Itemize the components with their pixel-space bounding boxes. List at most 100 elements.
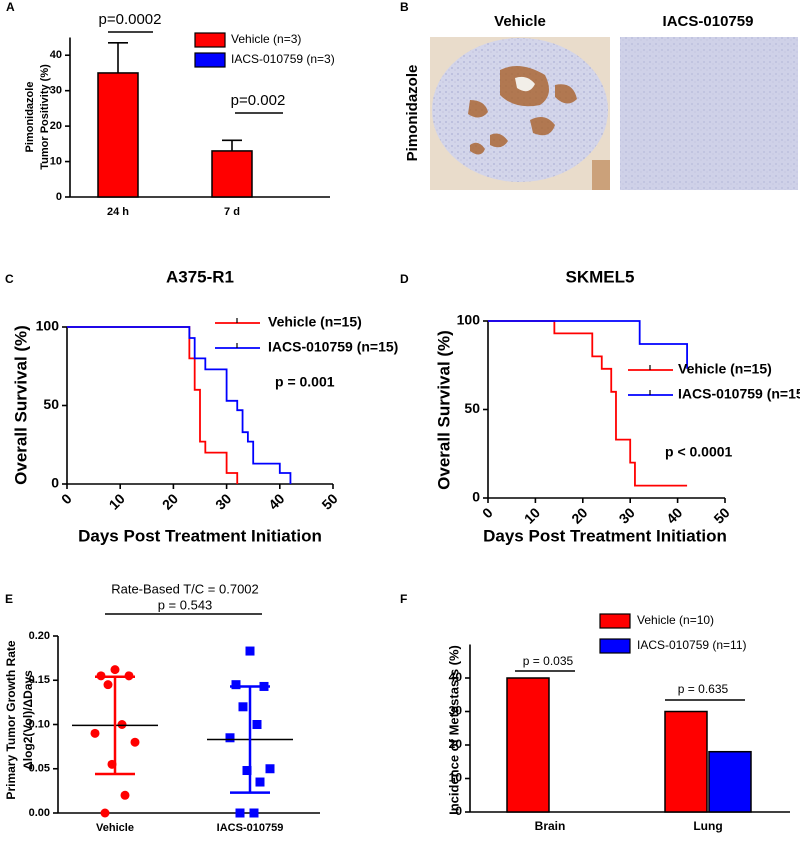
x-tick-label: 20 bbox=[568, 504, 590, 526]
legend-label: IACS-010759 (n=3) bbox=[231, 52, 335, 66]
chart-title: A375-R1 bbox=[166, 267, 234, 286]
survival-line bbox=[67, 326, 292, 484]
data-point bbox=[117, 720, 127, 729]
data-point bbox=[255, 777, 265, 787]
survival-line bbox=[488, 320, 688, 487]
annotation: p = 0.001 bbox=[275, 374, 335, 390]
bar bbox=[506, 677, 550, 813]
legend-label: IACS-010759 (n=11) bbox=[637, 638, 747, 652]
chart-panel: F Incidence of Metastasis (%)0 10 20 30 40 Bra… bbox=[400, 592, 790, 833]
x-tick-label: 24 h bbox=[107, 206, 129, 218]
data-point bbox=[265, 764, 275, 774]
y-tick-label: 0 bbox=[472, 489, 480, 505]
sd-bar bbox=[230, 685, 270, 794]
y-tick-label: 100 bbox=[457, 312, 481, 328]
x-tick-label: 7 d bbox=[224, 206, 240, 218]
micrograph bbox=[430, 37, 610, 190]
legend-swatch bbox=[599, 613, 631, 629]
x-tick-label: Vehicle bbox=[96, 822, 134, 834]
y-tick-label: 20 bbox=[449, 737, 463, 751]
legend-swatch bbox=[194, 32, 226, 48]
chart-panel: C A375-R1 Overall Survival (%) Days Post Tr… bbox=[5, 267, 398, 545]
error-bar bbox=[222, 139, 242, 151]
x-tick-label: 50 bbox=[318, 490, 340, 512]
annotation: p = 0.543 bbox=[158, 597, 213, 612]
panel-label: E bbox=[5, 592, 13, 606]
y-tick-label: 0.20 bbox=[29, 630, 50, 642]
data-point bbox=[252, 720, 262, 729]
bar bbox=[211, 150, 253, 198]
bar bbox=[708, 750, 752, 813]
x-tick-label: 50 bbox=[710, 504, 732, 526]
data-point bbox=[245, 646, 255, 656]
y-tick-label: 0 bbox=[56, 191, 62, 203]
error-bar bbox=[108, 42, 128, 73]
survival-line bbox=[67, 326, 239, 484]
row-label: Pimonidazole bbox=[404, 65, 421, 162]
data-point bbox=[231, 680, 241, 690]
panel-label: B bbox=[400, 0, 409, 14]
data-point bbox=[249, 808, 259, 818]
annotation: Rate-Based T/C = 0.7002 bbox=[111, 581, 259, 596]
annotation: p < 0.0001 bbox=[665, 444, 733, 460]
x-tick-label: 30 bbox=[212, 490, 234, 512]
y-axis-label: Δlog2(Vol)/ΔDays bbox=[21, 670, 35, 770]
x-tick-label: 40 bbox=[663, 504, 685, 526]
y-tick-label: 0 bbox=[455, 804, 462, 818]
y-axis-label: Tumor Positivity (%) bbox=[39, 64, 51, 170]
annotation: p=0.0002 bbox=[99, 11, 162, 28]
legend-label: Vehicle (n=10) bbox=[637, 613, 714, 627]
legend-label: Vehicle (n=15) bbox=[678, 361, 772, 377]
y-tick-label: 50 bbox=[43, 396, 59, 412]
panel-label: C bbox=[5, 272, 14, 286]
annotation: p = 0.635 bbox=[678, 682, 729, 696]
x-tick-label: 10 bbox=[106, 490, 128, 512]
data-point bbox=[100, 808, 110, 818]
panel-label: D bbox=[400, 272, 409, 286]
survival-line bbox=[488, 320, 688, 369]
y-tick-label: 0.05 bbox=[29, 763, 50, 775]
y-tick-label: 30 bbox=[449, 704, 463, 718]
x-tick-label: Brain bbox=[535, 819, 566, 833]
y-tick-label: 0 bbox=[51, 475, 59, 491]
chart-panel: D SKMEL5 Overall Survival (%) Days Post Tre… bbox=[400, 267, 800, 545]
sd-bar bbox=[95, 675, 135, 776]
data-point bbox=[242, 766, 252, 776]
data-point bbox=[120, 790, 130, 800]
y-axis-label: Incidence of Metastasis (%) bbox=[446, 645, 461, 815]
y-tick-label: 0.10 bbox=[29, 718, 50, 730]
column-label: Vehicle bbox=[494, 13, 546, 30]
data-point bbox=[90, 728, 100, 738]
y-axis-label: Primary Tumor Growth Rate bbox=[4, 640, 18, 799]
x-tick-label: 10 bbox=[521, 504, 543, 526]
column-label: IACS-010759 bbox=[663, 13, 754, 30]
y-axis-label: Overall Survival (%) bbox=[11, 325, 30, 485]
x-tick-label: IACS-010759 bbox=[217, 822, 284, 834]
annotation: p=0.002 bbox=[231, 92, 286, 109]
data-point bbox=[238, 702, 248, 712]
legend-label: Vehicle (n=15) bbox=[268, 314, 362, 330]
x-axis-label: Days Post Treatment Initiation bbox=[78, 526, 322, 545]
data-point bbox=[235, 808, 245, 818]
panel-label: A bbox=[6, 0, 15, 14]
y-tick-label: 20 bbox=[50, 120, 62, 132]
micrograph bbox=[620, 37, 798, 190]
legend-label: IACS-010759 (n=15) bbox=[268, 339, 398, 355]
chart-title: SKMEL5 bbox=[566, 267, 635, 286]
panel-label: F bbox=[400, 592, 407, 606]
x-tick-label: 30 bbox=[616, 504, 638, 526]
x-tick-label: 0 bbox=[479, 504, 496, 521]
y-tick-label: 0.15 bbox=[29, 674, 50, 686]
chart-panel: E Primary Tumor Growth Rate Δlog2(Vol)/ΔDa… bbox=[4, 581, 320, 834]
y-tick-label: 100 bbox=[36, 318, 60, 334]
legend-swatch bbox=[599, 638, 631, 654]
y-tick-label: 30 bbox=[50, 85, 62, 97]
x-tick-label: 40 bbox=[265, 490, 287, 512]
legend-label: Vehicle (n=3) bbox=[231, 32, 301, 46]
x-tick-label: 20 bbox=[159, 490, 181, 512]
y-tick-label: 0.00 bbox=[29, 807, 50, 819]
data-point bbox=[103, 680, 113, 690]
y-tick-label: 10 bbox=[449, 771, 463, 785]
annotation: p = 0.035 bbox=[523, 654, 574, 668]
